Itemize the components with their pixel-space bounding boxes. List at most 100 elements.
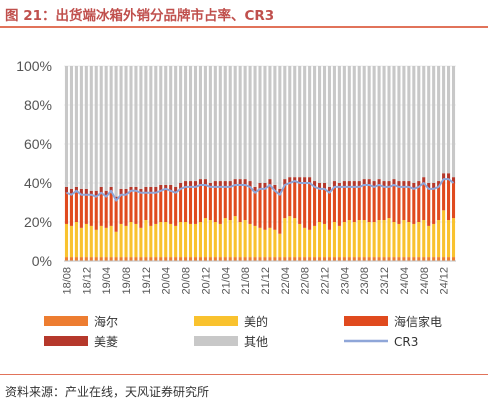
bar-segment-midea	[303, 227, 307, 258]
bar-segment-haier	[169, 257, 173, 261]
bar-segment-meiling	[357, 181, 361, 187]
bar-segment-haier	[258, 257, 262, 261]
bar-segment-hisense	[437, 186, 441, 221]
bar-segment-other	[198, 66, 202, 180]
bar-segment-meiling	[144, 186, 148, 193]
bar-segment-midea	[372, 222, 376, 258]
legend-swatch-midea	[194, 316, 238, 326]
bar-segment-midea	[203, 218, 207, 258]
bar-segment-meiling	[129, 186, 133, 191]
bar-segment-hisense	[397, 186, 401, 224]
bar-segment-other	[367, 66, 371, 180]
bar-segment-haier	[188, 257, 193, 261]
bar-segment-meiling	[139, 188, 143, 193]
bar-segment-haier	[64, 257, 69, 261]
bar-segment-other	[347, 66, 351, 182]
bar-segment-other	[99, 66, 103, 187]
bars-group	[64, 66, 456, 261]
bar-segment-other	[79, 66, 83, 189]
bar-segment-other	[303, 66, 307, 178]
bar-segment-hisense	[208, 186, 212, 221]
legend-swatch-hisense	[344, 316, 388, 326]
x-tick-label: 20/08	[181, 267, 193, 295]
bar-segment-meiling	[109, 186, 113, 191]
bar-segment-hisense	[233, 184, 237, 217]
bar-segment-other	[238, 66, 242, 180]
legend-label-haier: 海尔	[94, 314, 118, 329]
bar-segment-haier	[233, 257, 237, 261]
bar-segment-meiling	[154, 186, 158, 193]
legend-label-cr3: CR3	[394, 335, 418, 349]
bar-segment-meiling	[193, 181, 198, 187]
bar-segment-midea	[377, 220, 381, 258]
bar-segment-hisense	[293, 183, 297, 219]
bar-segment-hisense	[179, 188, 183, 222]
bar-segment-meiling	[382, 181, 386, 187]
bar-segment-other	[89, 66, 93, 191]
bar-segment-midea	[213, 222, 217, 258]
bar-segment-hisense	[451, 183, 456, 219]
bar-segment-hisense	[198, 184, 202, 222]
bar-segment-haier	[397, 257, 401, 261]
bar-segment-other	[412, 66, 416, 183]
bar-segment-midea	[89, 225, 93, 258]
bar-segment-haier	[332, 257, 336, 261]
bar-segment-hisense	[447, 179, 451, 221]
bar-segment-hisense	[337, 188, 341, 226]
bar-segment-hisense	[99, 192, 103, 226]
bar-segment-other	[427, 66, 431, 183]
bar-segment-meiling	[243, 179, 247, 185]
bar-segment-haier	[392, 257, 396, 261]
bar-segment-midea	[342, 222, 346, 258]
bar-segment-meiling	[89, 190, 93, 195]
bar-segment-haier	[318, 257, 322, 261]
bar-segment-haier	[154, 257, 158, 261]
bar-segment-meiling	[347, 181, 351, 187]
bar-segment-midea	[124, 225, 128, 258]
bar-segment-hisense	[193, 186, 198, 224]
bar-segment-meiling	[427, 183, 431, 189]
bar-segment-hisense	[139, 192, 143, 228]
bar-segment-meiling	[198, 179, 202, 185]
bar-segment-haier	[437, 257, 441, 261]
bar-segment-other	[342, 66, 346, 182]
bar-segment-hisense	[278, 194, 282, 234]
bar-segment-haier	[109, 257, 113, 261]
bar-segment-hisense	[422, 183, 426, 221]
bar-segment-haier	[84, 257, 88, 261]
bar-segment-meiling	[422, 177, 426, 183]
bar-segment-meiling	[94, 190, 98, 197]
x-tick-label: 24/04	[399, 267, 411, 295]
bar-segment-other	[437, 66, 441, 182]
bar-segment-haier	[293, 257, 297, 261]
bar-segment-haier	[278, 257, 282, 261]
bar-segment-other	[318, 66, 322, 183]
bar-segment-hisense	[174, 192, 178, 226]
bar-segment-midea	[442, 210, 446, 258]
bar-segment-meiling	[84, 188, 88, 195]
bar-segment-other	[144, 66, 148, 187]
bar-segment-haier	[412, 257, 416, 261]
bar-segment-meiling	[104, 190, 108, 197]
bar-segment-haier	[69, 257, 73, 261]
y-tick-label: 20%	[24, 214, 52, 230]
y-tick-label: 40%	[24, 175, 52, 191]
bar-segment-meiling	[159, 184, 163, 191]
bar-segment-haier	[144, 257, 148, 261]
bar-segment-meiling	[451, 177, 456, 183]
legend-swatch-haier	[44, 316, 88, 326]
bar-segment-meiling	[263, 183, 267, 189]
bar-segment-other	[149, 66, 153, 187]
bar-segment-midea	[337, 225, 341, 258]
bar-segment-meiling	[362, 179, 366, 185]
x-tick-label: 20/04	[161, 267, 173, 295]
bar-segment-haier	[94, 257, 98, 261]
bar-segment-hisense	[283, 184, 287, 219]
bar-segment-haier	[223, 257, 227, 261]
bar-segment-other	[174, 66, 178, 187]
bar-segment-meiling	[432, 183, 436, 189]
bar-segment-other	[248, 66, 252, 182]
bar-segment-midea	[308, 229, 312, 258]
bar-segment-meiling	[253, 186, 257, 193]
bar-segment-hisense	[308, 183, 312, 230]
